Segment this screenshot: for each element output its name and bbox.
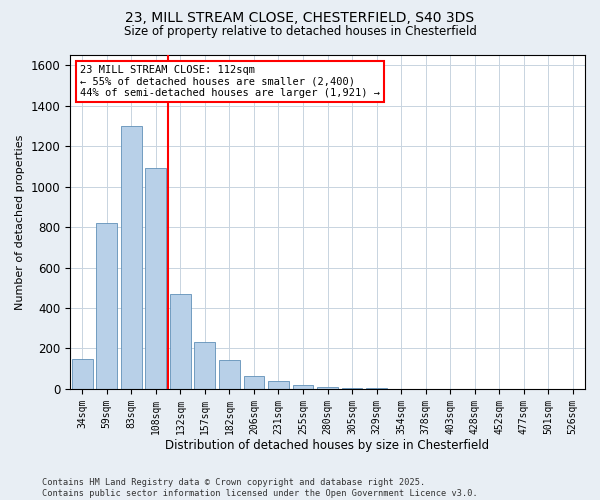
Bar — [121, 126, 142, 389]
Bar — [366, 388, 387, 389]
Bar — [194, 342, 215, 389]
Bar — [244, 376, 265, 389]
Bar — [341, 388, 362, 389]
Bar — [317, 388, 338, 389]
Text: Size of property relative to detached houses in Chesterfield: Size of property relative to detached ho… — [124, 25, 476, 38]
Bar — [170, 294, 191, 389]
Bar — [72, 358, 93, 389]
Bar — [145, 168, 166, 389]
Bar — [219, 360, 240, 389]
Y-axis label: Number of detached properties: Number of detached properties — [15, 134, 25, 310]
Bar — [97, 223, 117, 389]
X-axis label: Distribution of detached houses by size in Chesterfield: Distribution of detached houses by size … — [166, 440, 490, 452]
Text: 23 MILL STREAM CLOSE: 112sqm
← 55% of detached houses are smaller (2,400)
44% of: 23 MILL STREAM CLOSE: 112sqm ← 55% of de… — [80, 65, 380, 98]
Text: 23, MILL STREAM CLOSE, CHESTERFIELD, S40 3DS: 23, MILL STREAM CLOSE, CHESTERFIELD, S40… — [125, 12, 475, 26]
Bar — [293, 386, 313, 389]
Text: Contains HM Land Registry data © Crown copyright and database right 2025.
Contai: Contains HM Land Registry data © Crown c… — [42, 478, 478, 498]
Bar — [268, 381, 289, 389]
